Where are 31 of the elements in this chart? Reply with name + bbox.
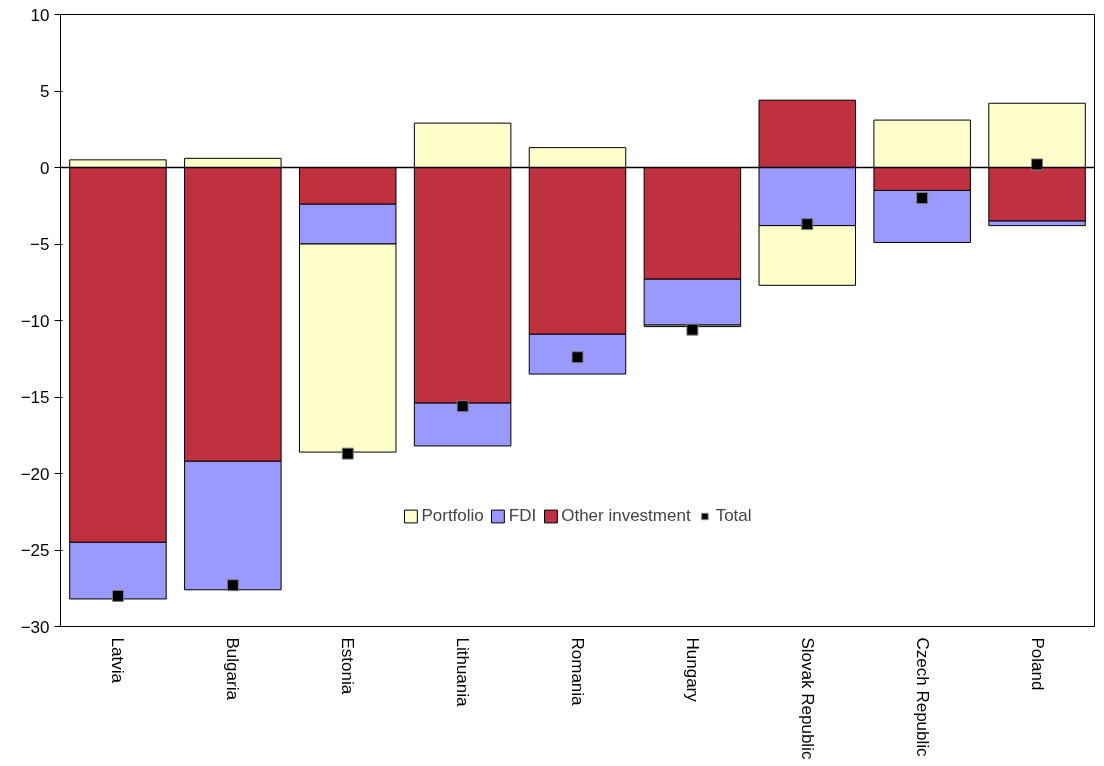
legend-label: Portfolio xyxy=(421,506,484,526)
point xyxy=(341,447,354,460)
x-tick-label: Romania xyxy=(568,637,587,707)
legend-label: FDI xyxy=(508,506,537,526)
legend-label: Total xyxy=(715,506,752,526)
point xyxy=(801,218,814,231)
point xyxy=(111,589,124,602)
point xyxy=(226,579,239,592)
y-tick-label: −10 xyxy=(20,311,50,331)
y-tick-label: −5 xyxy=(30,235,50,254)
y-tick-label: −20 xyxy=(20,464,50,484)
point xyxy=(916,192,929,205)
y-tick-label: −25 xyxy=(20,541,50,560)
x-tick-label: Latvia xyxy=(108,637,128,684)
point xyxy=(571,351,584,364)
y-tick-label: 5 xyxy=(40,82,50,101)
x-tick-label: Estonia xyxy=(338,637,358,695)
x-tick-label: Bulgaria xyxy=(223,637,243,701)
y-tick-label: 0 xyxy=(40,158,50,178)
x-tick-label: Poland xyxy=(1027,637,1047,691)
x-tick-label: Slovak Republic xyxy=(797,637,817,760)
y-tick-label: 10 xyxy=(30,5,50,25)
x-tick-label: Czech Republic xyxy=(912,637,932,758)
x-tick-label: Lithuania xyxy=(453,637,473,708)
x-tick-label: Hungary xyxy=(682,637,702,703)
point xyxy=(1031,158,1044,171)
y-tick-label: −15 xyxy=(20,388,50,407)
legend-label: Other investment xyxy=(561,506,691,526)
point xyxy=(686,323,699,336)
y-tick-label: −30 xyxy=(20,617,50,637)
point xyxy=(456,400,469,413)
